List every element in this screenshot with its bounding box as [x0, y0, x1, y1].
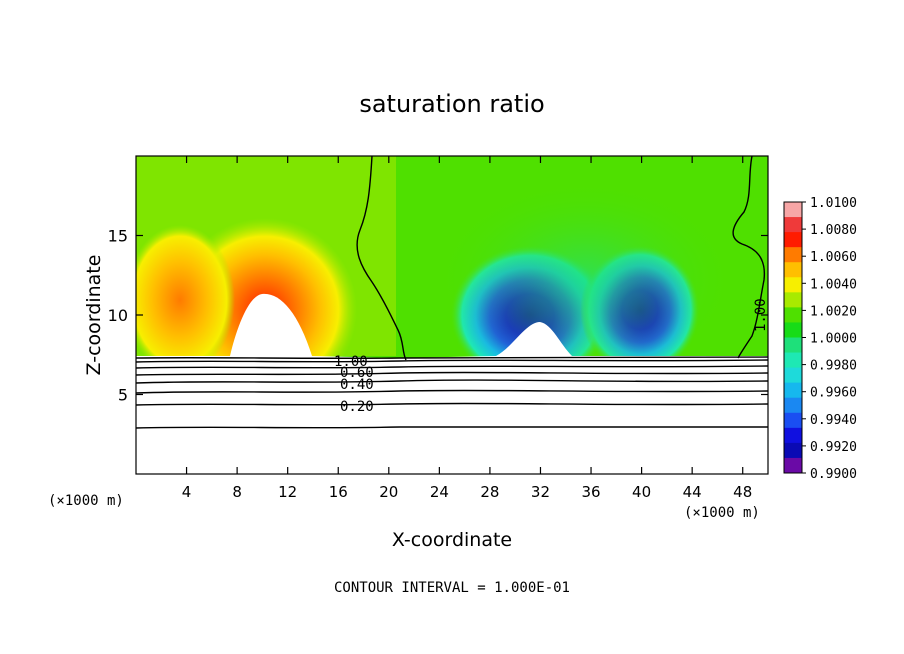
colorbar-swatch-11: [784, 367, 802, 384]
x-tick-label-2: 12: [278, 483, 297, 501]
colorbar-label-8: 0.9940: [810, 413, 857, 428]
x-tick-label-4: 20: [379, 483, 398, 501]
x-tick-label-10: 44: [683, 483, 702, 501]
colorbar-swatch-12: [784, 382, 802, 399]
colorbar-swatch-15: [784, 427, 802, 444]
colorbar: 1.0100 1.0080 1.0060 1.0040 1.0020 1.0000 0.99…: [783, 196, 857, 482]
contour-line-6: [136, 365, 768, 369]
x-axis: 4 8 12 16 20 24 28 32 36 40 44 48: [182, 156, 752, 501]
contour-line-unity-left: [356, 156, 407, 361]
colorbar-swatch-17: [784, 457, 802, 474]
colorbar-label-2: 1.0060: [810, 250, 857, 265]
colorbar-swatch-14: [784, 412, 802, 429]
x-tick-label-11: 48: [733, 483, 752, 501]
field-layer: [136, 156, 768, 474]
x-tick-label-1: 8: [232, 483, 242, 501]
white-blob-mid: [496, 322, 572, 356]
x-tick-label-6: 28: [480, 483, 499, 501]
contour-line-3: [136, 389, 768, 394]
contour-label-3: 1.00: [334, 354, 368, 370]
x-tick-label-3: 16: [329, 483, 348, 501]
y-tick-label-0: 5: [118, 386, 128, 405]
x-tick-label-5: 24: [430, 483, 449, 501]
x-tick-label-7: 32: [531, 483, 550, 501]
colorbar-swatch-6: [784, 292, 802, 308]
colorbar-label-6: 0.9980: [810, 359, 857, 374]
contour-label-0: 0.20: [340, 399, 374, 415]
y-tick-label-2: 15: [108, 227, 128, 246]
colorbar-swatch-3: [784, 247, 802, 263]
colorbar-swatch-9: [784, 337, 802, 354]
x-tick-label-8: 36: [581, 483, 600, 501]
contour-line-2: [136, 402, 768, 406]
x-axis-label: X-coordinate: [392, 529, 512, 551]
colorbar-label-9: 0.9920: [810, 440, 857, 455]
contour-line-4: [136, 379, 768, 384]
warm-region-left: [136, 225, 235, 375]
contour-line-1: [136, 426, 768, 429]
x-tick-label-0: 4: [182, 483, 192, 501]
white-blob-left: [230, 293, 312, 356]
x-unit-right: (×1000 m): [684, 505, 760, 521]
contour-line-7: [136, 359, 768, 363]
colorbar-label-0: 1.0100: [810, 196, 857, 211]
lower-region: [136, 356, 768, 474]
colorbar-swatch-8: [784, 322, 802, 338]
colorbar-swatch-10: [784, 352, 802, 369]
colorbar-swatch-1: [784, 217, 802, 233]
cool-region-fade: [435, 180, 735, 380]
colorbar-label-1: 1.0080: [810, 223, 857, 238]
colorbar-label-3: 1.0040: [810, 277, 857, 292]
contour-line-5: [136, 371, 768, 376]
y-tick-label-1: 10: [108, 306, 128, 325]
contour-line-8: [136, 356, 768, 359]
y-axis: 5 10 15: [108, 227, 768, 405]
colorbar-swatch-7: [784, 307, 802, 323]
contour-interval-note: CONTOUR INTERVAL = 1.000E-01: [334, 580, 570, 596]
x-tick-label-9: 40: [632, 483, 651, 501]
contour-line-unity-right: [732, 156, 766, 359]
colorbar-swatch-13: [784, 397, 802, 414]
colorbar-label-7: 0.9960: [810, 386, 857, 401]
contour-label-1: 0.40: [340, 377, 374, 393]
colorbar-swatch-4: [784, 262, 802, 278]
colorbar-label-4: 1.0020: [810, 304, 857, 319]
contour-lines: [136, 156, 768, 429]
x-unit-left: (×1000 m): [48, 493, 124, 509]
colorbar-swatch-2: [784, 232, 802, 248]
colorbar-swatch-0: [784, 202, 802, 218]
colorbar-swatch-5: [784, 277, 802, 293]
contour-label-2: 0.60: [340, 365, 374, 381]
y-axis-label: Z-coordinate: [83, 255, 105, 376]
colorbar-label-10: 0.9900: [810, 467, 857, 482]
colorbar-swatch-16: [784, 442, 802, 459]
colorbar-label-5: 1.0000: [810, 332, 857, 347]
chart-title: saturation ratio: [359, 90, 544, 118]
contour-label-group: 0.20 0.40 0.60 1.00 1.00: [334, 298, 769, 415]
